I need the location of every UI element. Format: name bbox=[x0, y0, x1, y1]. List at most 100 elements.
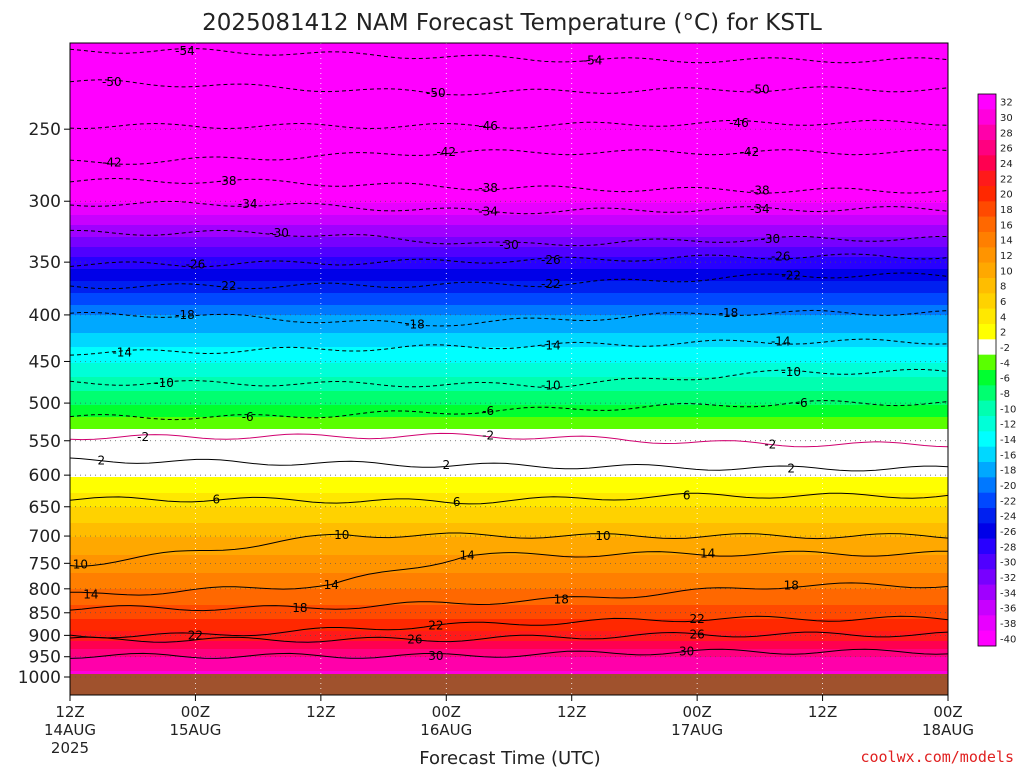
colorbar-swatch bbox=[978, 324, 996, 340]
isotherm-label: -50 bbox=[426, 86, 446, 100]
isotherm-26 bbox=[69, 631, 949, 643]
colorbar-swatch bbox=[978, 569, 996, 585]
colorbar-swatch bbox=[978, 201, 996, 217]
colorbar-label: -26 bbox=[1000, 527, 1016, 538]
isotherm-label: -2 bbox=[137, 430, 149, 444]
temperature-band bbox=[70, 649, 948, 658]
colorbar-label: 10 bbox=[1000, 266, 1013, 277]
colorbar-label: -36 bbox=[1000, 604, 1016, 615]
isotherm-label: 6 bbox=[453, 495, 461, 509]
colorbar-swatch bbox=[978, 293, 996, 309]
isotherm-label: -30 bbox=[499, 238, 519, 252]
colorbar-label: -20 bbox=[1000, 481, 1016, 492]
isotherm--18 bbox=[69, 309, 949, 327]
colorbar-label: 22 bbox=[1000, 174, 1013, 185]
colorbar-swatch bbox=[978, 538, 996, 555]
isotherm--2 bbox=[69, 432, 949, 448]
plot-area: -54-54-50-50 -50-46 -46-42-42 -42-38 -38 -38-… bbox=[69, 42, 949, 696]
y-tick-label: 950 bbox=[29, 648, 61, 668]
colorbar-label: 28 bbox=[1000, 128, 1013, 139]
isotherm-label: 18 bbox=[784, 578, 799, 592]
colorbar-swatch bbox=[978, 630, 996, 647]
isotherm--14 bbox=[69, 338, 949, 356]
y-tick-label: 850 bbox=[29, 604, 61, 624]
temperature-band bbox=[70, 537, 948, 556]
isotherm-label: -14 bbox=[541, 338, 561, 352]
colorbar-swatch bbox=[978, 262, 996, 279]
isotherm-label: 26 bbox=[690, 627, 705, 641]
x-tick-label: 12Z bbox=[557, 703, 586, 721]
temperature-band bbox=[70, 507, 948, 524]
isotherm-label: 22 bbox=[428, 619, 443, 633]
isotherm-label: -34 bbox=[750, 202, 770, 216]
isotherm-label: 6 bbox=[213, 492, 221, 506]
isotherm--34 bbox=[69, 200, 949, 215]
x-tick-label: 00Z bbox=[933, 703, 962, 721]
colorbar-label: 2 bbox=[1000, 328, 1006, 339]
isotherm-label: 14 bbox=[324, 578, 339, 592]
isotherm-label: -6 bbox=[796, 396, 808, 410]
temperature-band bbox=[70, 405, 948, 418]
colorbar-swatch bbox=[978, 416, 996, 432]
colorbar-label: -22 bbox=[1000, 496, 1016, 507]
colorbar-swatch bbox=[978, 600, 996, 616]
isotherm--42 bbox=[69, 149, 949, 165]
credit-text: coolwx.com/models bbox=[860, 748, 1014, 766]
isotherm-label: -22 bbox=[781, 268, 801, 282]
isotherm-label: 30 bbox=[428, 649, 443, 663]
x-tick-label: 15AUG bbox=[169, 721, 221, 739]
colorbar-swatch bbox=[978, 308, 996, 325]
temperature-band bbox=[70, 237, 948, 248]
isotherm-18 bbox=[69, 582, 949, 612]
x-tick-label: 18AUG bbox=[922, 721, 974, 739]
isotherm--22 bbox=[69, 272, 949, 290]
colorbar-label: 16 bbox=[1000, 220, 1013, 231]
isotherm-label: -2 bbox=[764, 437, 776, 451]
y-tick-label: 350 bbox=[29, 253, 61, 273]
isotherm-label: 14 bbox=[83, 588, 98, 602]
temperature-band bbox=[70, 269, 948, 282]
colorbar-label: -16 bbox=[1000, 450, 1016, 461]
colorbar-frame bbox=[977, 93, 997, 647]
isotherm-label: -2 bbox=[482, 429, 494, 443]
temperature-band bbox=[70, 293, 948, 306]
isotherm-label: 6 bbox=[683, 489, 691, 503]
x-tick-label: 16AUG bbox=[420, 721, 472, 739]
colorbar-label: -14 bbox=[1000, 435, 1016, 446]
temperature-band bbox=[70, 257, 948, 270]
isotherm-label: 18 bbox=[292, 601, 307, 615]
temperature-band bbox=[70, 281, 948, 294]
y-tick-label: 900 bbox=[29, 626, 61, 646]
isotherm-label: -38 bbox=[217, 174, 237, 188]
temperature-band bbox=[70, 523, 948, 538]
colorbar-label: -6 bbox=[1000, 374, 1010, 385]
isotherm-22 bbox=[69, 615, 949, 639]
colorbar-swatch bbox=[978, 508, 996, 524]
isotherm--50 bbox=[69, 79, 949, 96]
colorbar-label: 18 bbox=[1000, 205, 1013, 216]
y-tick-label: 600 bbox=[29, 466, 61, 486]
isotherm-label: -6 bbox=[482, 404, 494, 418]
isotherm--30 bbox=[69, 229, 948, 247]
isotherm-label: -10 bbox=[781, 365, 801, 379]
isotherm-label: 22 bbox=[188, 628, 203, 642]
colorbar-swatch bbox=[978, 186, 996, 202]
isotherm-label: 2 bbox=[442, 458, 450, 472]
temperature-band bbox=[70, 391, 948, 406]
y-tick-label: 700 bbox=[29, 527, 61, 547]
y-tick-label: 650 bbox=[29, 498, 61, 518]
colorbar-label: -4 bbox=[1000, 358, 1010, 369]
isotherm-label: -18 bbox=[719, 306, 739, 320]
x-tick-label: 00Z bbox=[181, 703, 210, 721]
isotherm-label: -14 bbox=[112, 346, 132, 360]
colorbar-label: 26 bbox=[1000, 144, 1013, 155]
isotherm-label: 26 bbox=[407, 633, 422, 647]
temperature-band bbox=[70, 477, 948, 494]
isotherm-label: -26 bbox=[771, 249, 791, 263]
isotherm-6 bbox=[69, 492, 949, 505]
isotherm-label: -30 bbox=[269, 226, 289, 240]
x-tick-label: 2025 bbox=[51, 739, 89, 757]
colorbar-swatch bbox=[978, 109, 996, 125]
isotherm-label: -38 bbox=[750, 184, 770, 198]
